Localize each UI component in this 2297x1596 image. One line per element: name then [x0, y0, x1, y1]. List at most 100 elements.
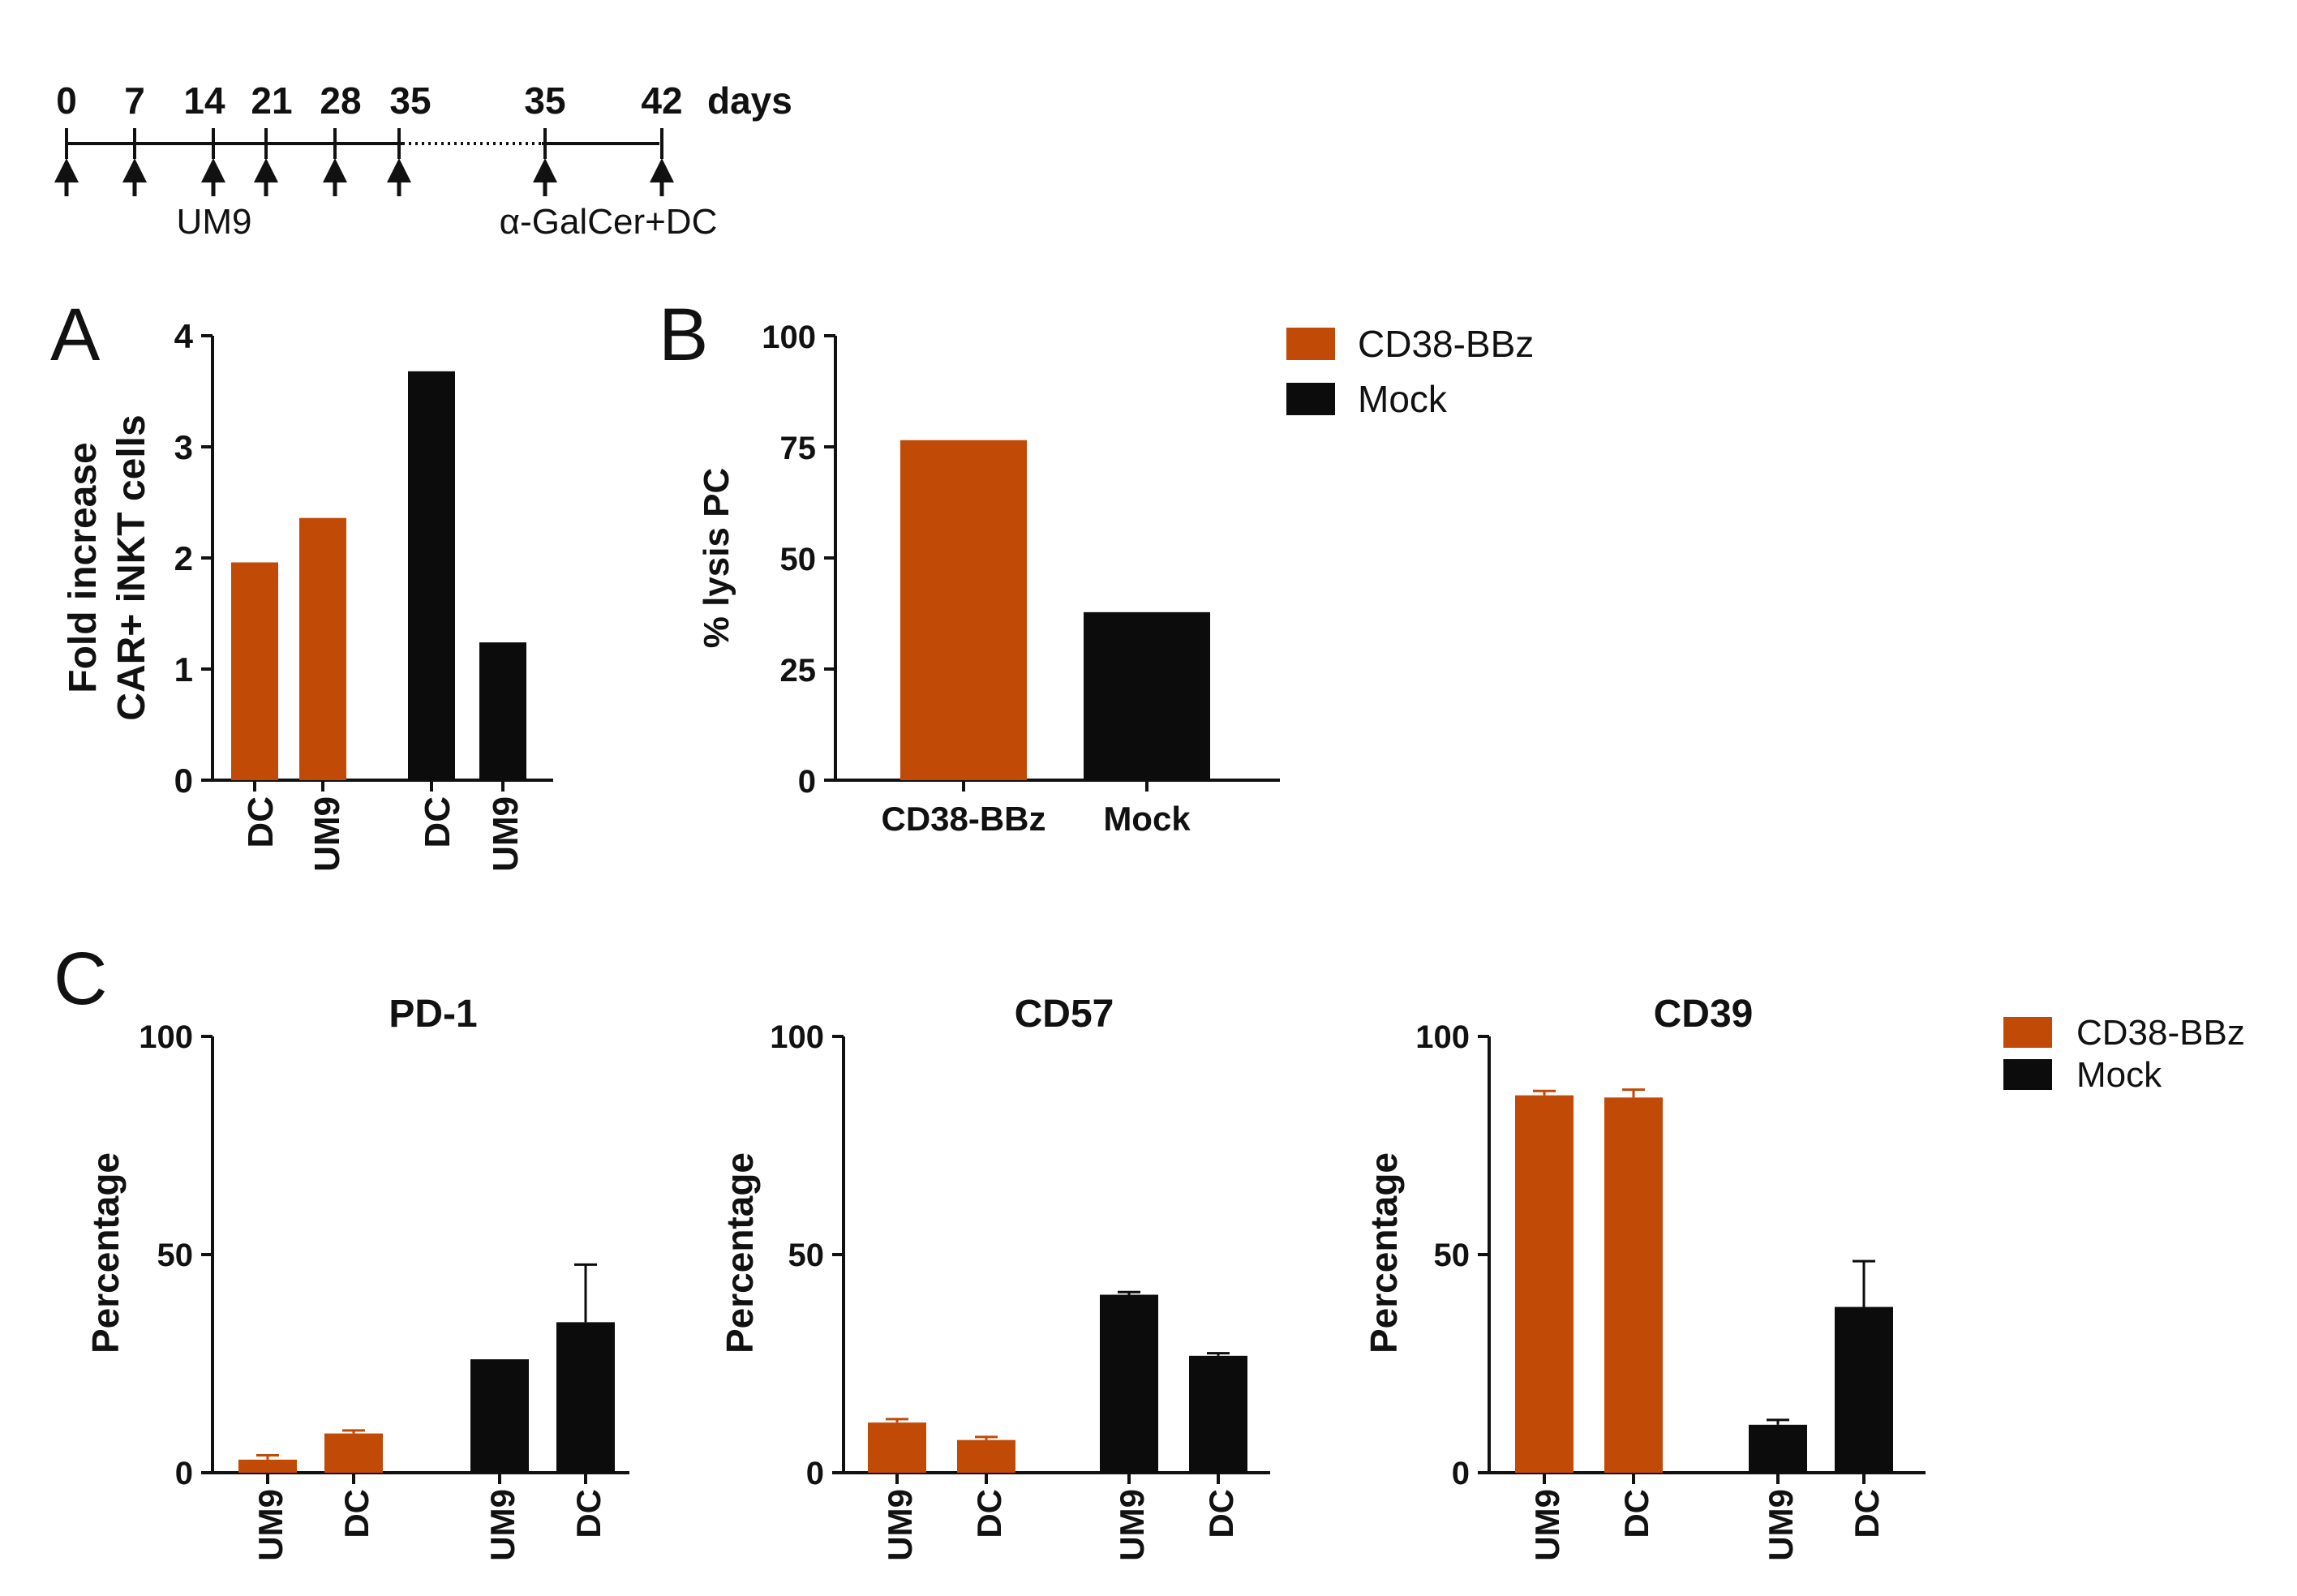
x-tick-label: UM9 — [307, 796, 347, 872]
bar — [957, 1439, 1015, 1473]
timeline-arrow-icon — [54, 158, 79, 182]
y-tick-label: 0 — [1452, 1456, 1470, 1491]
x-tick-label: UM9 — [1113, 1489, 1151, 1561]
x-tick-label: DC — [1617, 1489, 1655, 1538]
panel-letter-c: C — [54, 937, 107, 1020]
timeline-unit-label: days — [707, 79, 792, 122]
x-tick-label: DC — [569, 1489, 608, 1538]
bar — [238, 1459, 297, 1473]
y-tick-label: 2 — [174, 539, 193, 577]
chart-title: PD-1 — [389, 993, 477, 1036]
x-tick-label: DC — [1202, 1489, 1240, 1538]
y-tick-label: 100 — [770, 1019, 824, 1055]
chart-panel-b: 0 25 50 75 100 % lysis PC CD38-BBz Mock — [697, 320, 1280, 838]
y-ticks: 0 1 2 3 4 — [174, 317, 194, 800]
bar — [1515, 1095, 1574, 1473]
x-tick-label: DC — [970, 1489, 1008, 1538]
bar — [479, 642, 526, 780]
panel-letter-a: A — [50, 294, 101, 376]
bar — [1749, 1424, 1807, 1473]
x-tick-label: DC — [337, 1489, 376, 1538]
timeline-arrow-icon — [122, 158, 147, 182]
y-tick-label: 0 — [798, 764, 816, 800]
legend-swatch-car — [1286, 328, 1335, 360]
x-tick-label: DC — [418, 796, 457, 848]
y-tick-label: 50 — [1434, 1238, 1471, 1273]
bar — [1084, 611, 1210, 780]
timeline-arrow-icon — [533, 158, 557, 182]
bar — [408, 371, 455, 780]
y-axis-label: % lysis PC — [697, 468, 736, 649]
x-tick-label: UM9 — [483, 1489, 522, 1561]
x-tick-label: DC — [1848, 1489, 1886, 1538]
chart-panel-c3: CD39 0 50 100 Percentage UM9 DC UM9 DC — [1363, 993, 1926, 1561]
y-tick-label: 0 — [175, 1456, 193, 1491]
y-tick-label: 50 — [157, 1238, 194, 1273]
x-tick-label: UM9 — [251, 1489, 290, 1561]
y-axis-label: Fold increase — [62, 442, 105, 693]
timeline-day-label: 0 — [56, 79, 77, 122]
y-tick-label: 3 — [174, 428, 193, 466]
y-tick-label: 75 — [780, 431, 817, 466]
timeline-day-label: 14 — [183, 79, 225, 122]
legend-top: CD38-BBz Mock — [1286, 323, 1534, 420]
y-tick-label: 50 — [788, 1238, 825, 1273]
timeline-arrow-icon — [254, 158, 278, 182]
x-tick-label: UM9 — [881, 1489, 919, 1561]
bar — [324, 1433, 383, 1473]
timeline-day-label: 35 — [524, 79, 565, 122]
y-tick-label: 100 — [1415, 1019, 1470, 1055]
bar — [1100, 1294, 1158, 1473]
timeline-day-label: 42 — [641, 79, 682, 122]
legend-label: CD38-BBz — [1358, 323, 1534, 365]
bar — [868, 1422, 926, 1473]
timeline-arrow-icon — [387, 158, 411, 182]
timeline-day-label: 7 — [124, 79, 145, 122]
bars — [832, 1035, 1247, 1484]
chart-panel-c2: CD57 0 50 100 Percentage UM9 DC UM9 DC — [719, 993, 1270, 1561]
panel-letter-b: B — [659, 294, 708, 376]
legend-swatch-mock — [1286, 383, 1335, 415]
legend-label: Mock — [1358, 378, 1448, 420]
timeline-arrow-icon — [323, 158, 347, 182]
bar — [556, 1322, 615, 1473]
x-tick-label: DC — [241, 796, 281, 848]
x-tick-label: Mock — [1103, 800, 1191, 838]
chart-title: CD39 — [1654, 993, 1754, 1036]
timeline-day-label: 28 — [320, 79, 361, 122]
bars — [201, 1035, 615, 1484]
x-tick-label: CD38-BBz — [881, 800, 1045, 838]
bars — [824, 334, 1210, 792]
y-tick-label: 1 — [174, 650, 193, 689]
bar — [1189, 1355, 1247, 1473]
y-tick-label: 100 — [762, 320, 816, 355]
y-tick-label: 100 — [139, 1019, 193, 1055]
x-tick-label: UM9 — [486, 796, 526, 872]
bar — [900, 440, 1027, 780]
y-axis-label: Percentage — [719, 1152, 761, 1354]
timeline-arrow-icon — [650, 158, 674, 182]
y-ticks: 0 25 50 75 100 — [762, 320, 816, 800]
y-tick-label: 0 — [806, 1456, 824, 1491]
timeline-um9-label: UM9 — [177, 202, 252, 242]
bar — [1835, 1306, 1893, 1473]
legend-label: CD38-BBz — [2076, 1013, 2245, 1053]
legend-label: Mock — [2076, 1055, 2162, 1095]
timeline-day-label: 35 — [389, 79, 431, 122]
bars — [201, 334, 526, 792]
y-axis-label: Percentage — [84, 1152, 127, 1354]
bar — [299, 517, 346, 780]
y-tick-label: 0 — [174, 762, 193, 800]
chart-panel-a: 0 1 2 3 4 Fold increase CAR+ iNKT cells … — [62, 317, 553, 872]
timeline-ticks — [65, 128, 663, 159]
y-tick-label: 25 — [780, 653, 817, 689]
bars — [1478, 1035, 1893, 1484]
timeline: 0 7 14 21 28 35 35 42 days UM9 α-GalCer+… — [54, 79, 792, 242]
legend-swatch-car — [2003, 1017, 2052, 1048]
timeline-arrow-icon — [201, 158, 225, 182]
y-axis-label: CAR+ iNKT cells — [110, 414, 153, 720]
chart-panel-c1: PD-1 0 50 100 Percentage UM9 DC UM9 DC — [84, 993, 629, 1561]
legend-c: CD38-BBz Mock — [2003, 1013, 2245, 1095]
bar — [1604, 1097, 1663, 1473]
